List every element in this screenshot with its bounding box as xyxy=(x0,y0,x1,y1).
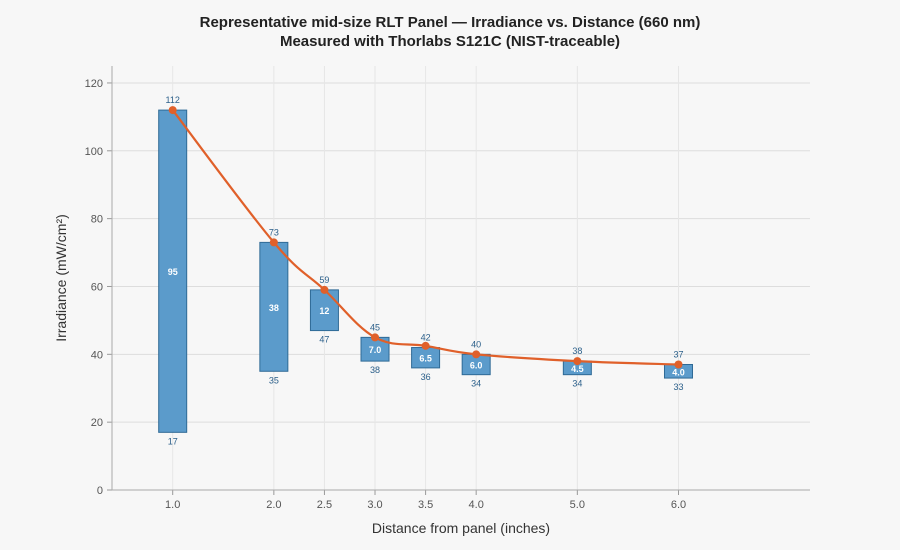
bar-spread-label: 7.0 xyxy=(369,345,382,355)
bar-spread-label: 6.5 xyxy=(419,354,432,364)
y-tick-label: 120 xyxy=(85,78,103,90)
bar-high-label: 37 xyxy=(673,349,683,359)
y-tick-label: 20 xyxy=(91,417,103,429)
chart-title: Representative mid-size RLT Panel — Irra… xyxy=(199,14,701,31)
bar-high-label: 42 xyxy=(421,333,431,343)
y-axis-label: Irradiance (mW/cm²) xyxy=(53,214,69,342)
bar-high-label: 59 xyxy=(319,275,329,285)
bar-low-label: 36 xyxy=(421,372,431,382)
line-point xyxy=(674,360,683,369)
grid-layer xyxy=(112,66,810,491)
bar-high-label: 45 xyxy=(370,322,380,332)
bar-spread-label: 38 xyxy=(269,303,279,313)
axes-layer: 0 20 40 60 80 100 120 1.0 2.0 2.5 3.0 3.5 4.0 5.0 6.0 xyxy=(85,66,810,511)
bar-low-label: 34 xyxy=(572,379,582,389)
bar-spread-label: 4.0 xyxy=(672,367,685,377)
range-bar xyxy=(158,109,188,433)
bar-high-label: 112 xyxy=(166,95,180,105)
x-axis-label: Distance from panel (inches) xyxy=(372,520,550,536)
y-tick-label: 40 xyxy=(91,349,103,361)
y-tick-label: 60 xyxy=(91,281,103,293)
bar-high-label: 73 xyxy=(269,227,279,237)
bar-spread-label: 12 xyxy=(319,306,329,316)
bar-low-label: 34 xyxy=(471,379,481,389)
range-bar xyxy=(309,289,339,332)
labels-layer: 95 112 17 38 73 35 12 59 47 7.0 45 38 6.5 42 36 6.0 40 34… xyxy=(166,95,685,446)
x-tick-label: 3.5 xyxy=(418,499,433,511)
chart-subtitle: Measured with Thorlabs S121C (NIST-trace… xyxy=(279,33,621,50)
bar-low-label: 33 xyxy=(673,382,683,392)
x-tick-label: 2.5 xyxy=(317,499,332,511)
bar-low-label: 17 xyxy=(168,436,178,446)
bar-spread-label: 95 xyxy=(168,267,178,277)
y-tick-label: 80 xyxy=(91,214,103,226)
x-tick-label: 5.0 xyxy=(570,499,585,511)
line-point xyxy=(371,333,380,342)
bar-high-label: 40 xyxy=(471,339,481,349)
line-point xyxy=(472,350,481,359)
bar-spread-label: 4.5 xyxy=(571,364,584,374)
x-tick-label: 1.0 xyxy=(165,499,180,511)
line-point xyxy=(421,341,430,350)
bar-high-label: 38 xyxy=(572,346,582,356)
x-tick-label: 6.0 xyxy=(671,499,686,511)
bars-layer xyxy=(158,109,693,433)
x-tick-label: 2.0 xyxy=(266,499,281,511)
y-tick-label: 0 xyxy=(97,485,103,497)
line-layer xyxy=(168,106,683,369)
x-tick-label: 3.0 xyxy=(367,499,382,511)
range-bar xyxy=(259,241,289,372)
y-tick-label: 100 xyxy=(85,146,103,158)
line-point xyxy=(168,106,177,115)
line-point xyxy=(320,285,329,294)
x-tick-label: 4.0 xyxy=(469,499,484,511)
bar-low-label: 35 xyxy=(269,375,279,385)
line-point xyxy=(573,357,582,366)
bar-spread-label: 6.0 xyxy=(470,360,483,370)
bar-low-label: 47 xyxy=(319,335,329,345)
line-point xyxy=(269,238,278,247)
bar-low-label: 38 xyxy=(370,365,380,375)
